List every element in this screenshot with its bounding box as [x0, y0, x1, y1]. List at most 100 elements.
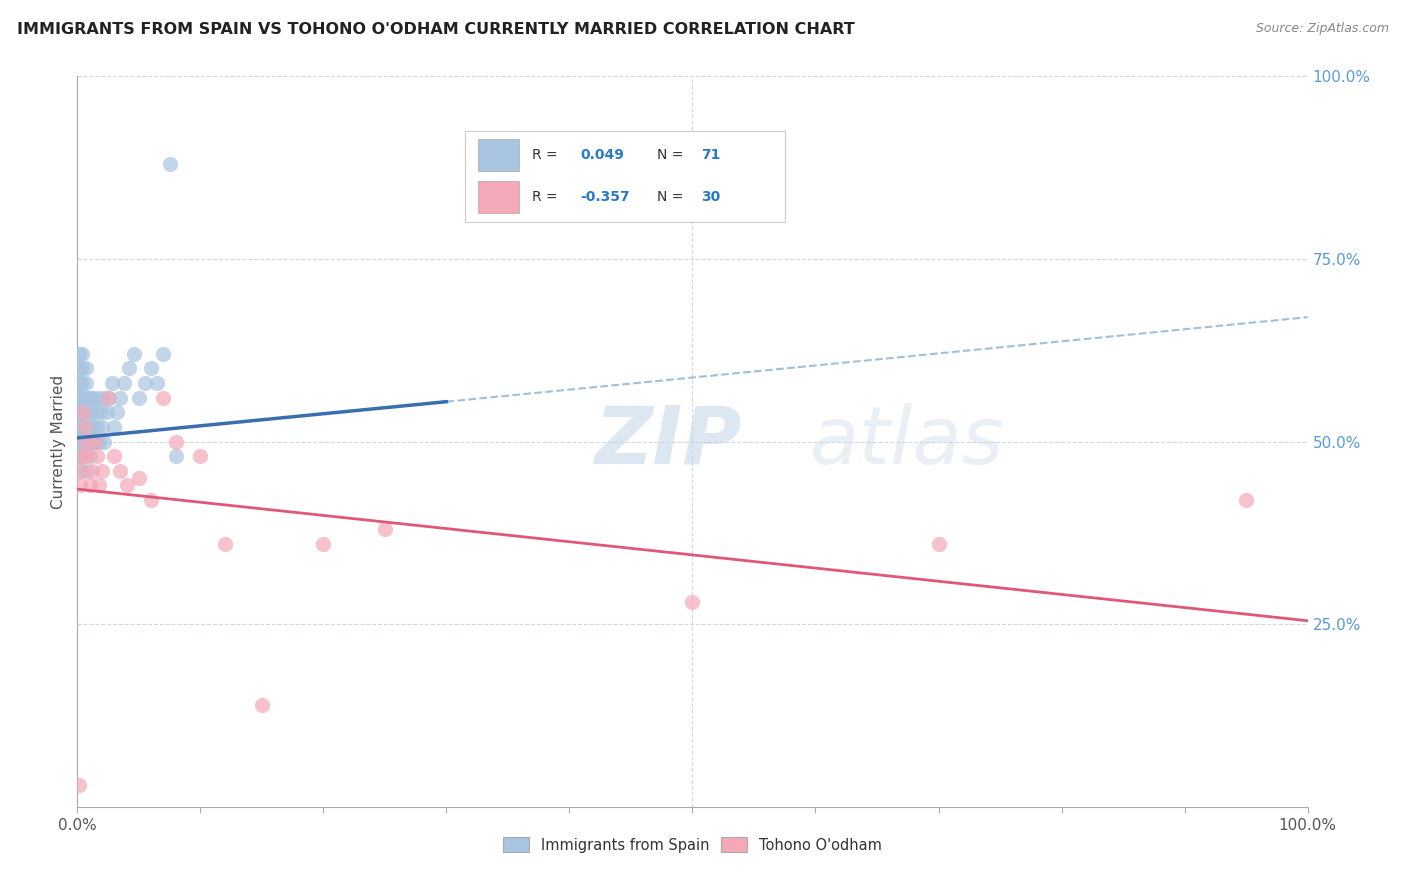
Point [250, 698, 273, 712]
Point [165, 449, 187, 463]
Point [110, 464, 132, 478]
Point [67, 347, 90, 361]
Point [128, 391, 150, 405]
Point [69, 434, 91, 449]
Point [312, 537, 335, 551]
Point [82, 420, 104, 434]
Point [87, 391, 110, 405]
Point [69, 420, 91, 434]
Point [75, 376, 97, 390]
Point [82, 405, 104, 419]
Point [90, 464, 114, 478]
Point [70, 464, 93, 478]
Point [159, 156, 181, 170]
Point [72, 420, 94, 434]
Point [69, 391, 91, 405]
Point [73, 420, 96, 434]
Point [70, 405, 93, 419]
Point [96, 405, 118, 419]
Point [69, 405, 91, 419]
Point [79, 405, 101, 419]
Point [80, 420, 103, 434]
Point [82, 434, 104, 449]
Point [101, 376, 124, 390]
Point [80, 391, 103, 405]
Point [141, 361, 163, 376]
Text: ZIP: ZIP [595, 402, 741, 481]
Point [70, 361, 93, 376]
Point [374, 522, 396, 536]
Text: IMMIGRANTS FROM SPAIN VS TOHONO O'ODHAM CURRENTLY MARRIED CORRELATION CHART: IMMIGRANTS FROM SPAIN VS TOHONO O'ODHAM … [17, 22, 855, 37]
Point [70, 420, 93, 434]
Point [152, 347, 174, 361]
Point [72, 405, 94, 419]
Point [82, 464, 104, 478]
Point [83, 434, 105, 449]
Point [91, 391, 114, 405]
Point [122, 347, 145, 361]
Point [86, 449, 108, 463]
Point [75, 361, 97, 376]
Point [77, 420, 100, 434]
Point [105, 405, 128, 419]
Point [82, 391, 104, 405]
Point [97, 391, 120, 405]
Point [103, 449, 125, 463]
Point [75, 391, 97, 405]
Point [72, 391, 94, 405]
Point [83, 434, 105, 449]
Point [682, 595, 704, 609]
Point [79, 449, 101, 463]
Text: atlas: atlas [810, 402, 1004, 481]
Point [70, 434, 93, 449]
Point [79, 478, 101, 492]
Point [118, 361, 141, 376]
Point [93, 434, 115, 449]
Point [72, 434, 94, 449]
Point [98, 391, 121, 405]
Point [73, 420, 96, 434]
Point [72, 405, 94, 419]
Point [67, 361, 90, 376]
Point [152, 391, 174, 405]
Point [79, 434, 101, 449]
Point [112, 376, 135, 390]
Point [89, 478, 111, 492]
Point [67, 434, 90, 449]
Point [70, 464, 93, 478]
Point [70, 449, 93, 463]
Y-axis label: Currently Married: Currently Married [51, 375, 66, 508]
Point [77, 391, 100, 405]
Point [90, 420, 114, 434]
Point [75, 434, 97, 449]
Point [70, 449, 93, 463]
Point [67, 420, 90, 434]
Point [67, 405, 90, 419]
Point [188, 449, 212, 463]
Point [76, 405, 98, 419]
Point [141, 493, 163, 508]
Point [76, 434, 98, 449]
Point [67, 376, 90, 390]
Point [76, 449, 98, 463]
Point [69, 376, 91, 390]
Point [70, 376, 93, 390]
Point [73, 449, 96, 463]
Point [84, 405, 107, 419]
Point [110, 391, 132, 405]
Point [73, 434, 96, 449]
Point [165, 434, 187, 449]
Point [69, 449, 91, 463]
Point [214, 537, 236, 551]
Point [67, 778, 90, 792]
Point [69, 478, 91, 492]
Point [70, 347, 93, 361]
Point [90, 405, 112, 419]
Point [89, 434, 111, 449]
Point [134, 376, 156, 390]
Point [86, 420, 108, 434]
Point [115, 478, 138, 492]
Text: Source: ZipAtlas.com: Source: ZipAtlas.com [1256, 22, 1389, 36]
Point [76, 464, 98, 478]
Point [146, 376, 169, 390]
